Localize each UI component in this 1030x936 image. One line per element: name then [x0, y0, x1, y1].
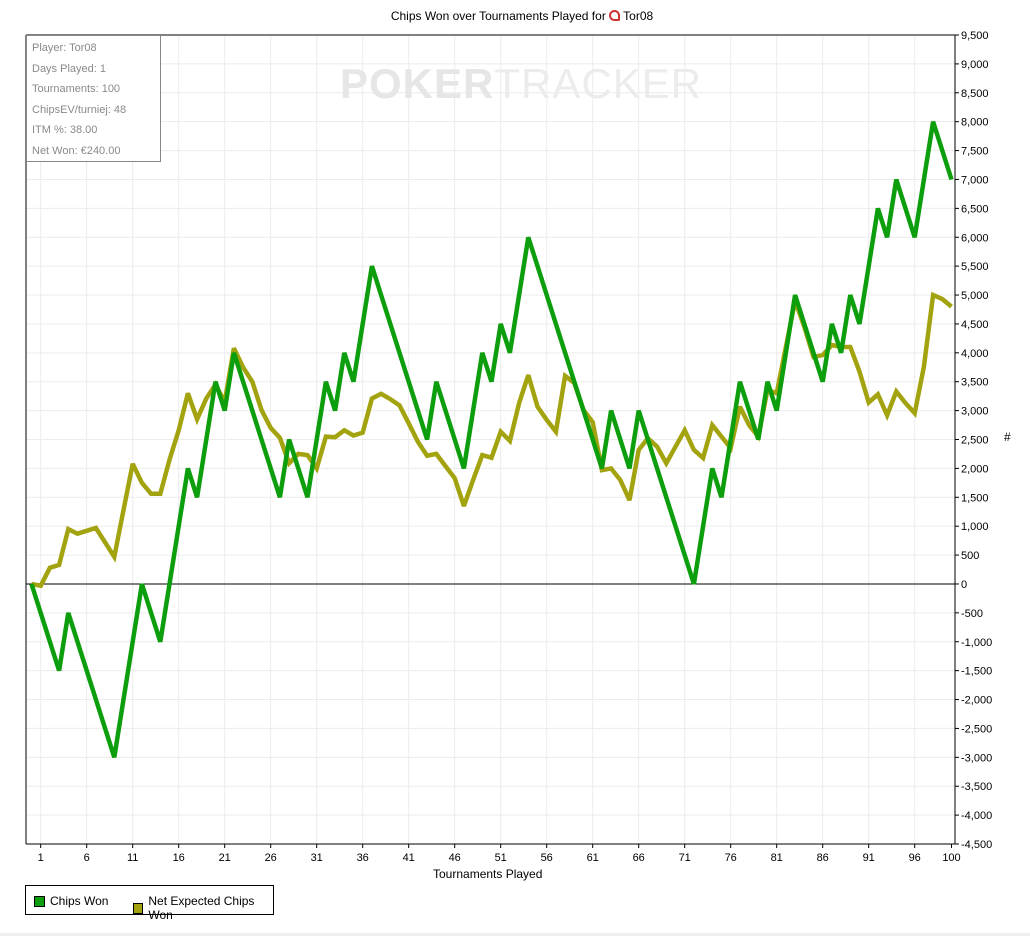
x-axis-label: Tournaments Played [433, 867, 543, 881]
y-tick-label: 6,000 [961, 232, 989, 244]
y-tick-label: -4,000 [961, 810, 992, 822]
info-net-won: Net Won: €240.00 [32, 144, 121, 157]
x-tick-label: 51 [495, 852, 507, 864]
y-tick-label: 3,500 [961, 377, 989, 389]
pokertracker-watermark: POKERTRACKER [340, 60, 702, 108]
y-tick-label: -500 [961, 608, 983, 620]
x-tick-label: 26 [265, 852, 277, 864]
y-tick-label: 1,000 [961, 521, 989, 533]
y-tick-label: 5,500 [961, 261, 989, 273]
legend-item-net-expected[interactable]: Net Expected Chips Won [133, 894, 273, 922]
legend-label: Chips Won [50, 894, 109, 908]
series-line-chips-won [29, 121, 954, 758]
y-tick-label: 8,000 [961, 117, 989, 129]
y-tick-label: -3,500 [961, 781, 992, 793]
x-tick-label: 41 [403, 852, 415, 864]
x-tick-label: 66 [633, 852, 645, 864]
y-tick-label: 5,000 [961, 290, 989, 302]
series-layer [26, 121, 955, 758]
x-tick-label: 16 [173, 852, 185, 864]
legend-item-chips-won[interactable]: Chips Won [34, 894, 108, 908]
info-player: Player: Tor08 [32, 42, 97, 54]
player-name: Tor08 [623, 9, 654, 23]
y-tick-label: 4,000 [961, 348, 989, 360]
y-tick-label: 9,000 [961, 59, 989, 71]
x-tick-label: 81 [771, 852, 783, 864]
y-tick-label: 9,500 [961, 30, 989, 42]
y-tick-label: -2,500 [961, 723, 992, 735]
info-tournaments: Tournaments: 100 [32, 83, 121, 95]
y-tick-label: 3,000 [961, 406, 989, 418]
y-tick-label: 2,500 [961, 435, 989, 447]
y-axis-label: # [1004, 430, 1011, 444]
title-text: Chips Won over Tournaments Played for [390, 9, 606, 23]
watermark-light: TRACKER [494, 60, 703, 107]
y-tick-label: -1,500 [961, 666, 992, 678]
y-tick-label: 4,500 [961, 319, 989, 331]
x-tick-label: 11 [127, 852, 138, 864]
x-tick-label: 6 [84, 852, 90, 864]
y-tick-label: -4,500 [961, 839, 992, 851]
y-tick-label: 500 [961, 550, 979, 562]
axes: 9,500 9,000 8,500 8,000 7,500 7,000 6,500 6,000… [25, 30, 992, 864]
x-tick-label: 100 [942, 852, 960, 864]
x-tick-label: 46 [449, 852, 461, 864]
x-tick-label: 76 [725, 852, 737, 864]
y-tick-label: 2,000 [961, 463, 989, 475]
x-tick-label: 31 [311, 852, 323, 864]
info-days-played: Days Played: 1 [32, 62, 106, 75]
footer-divider [0, 933, 1030, 936]
x-tick-label: 91 [863, 852, 875, 864]
player-site-icon [609, 10, 621, 21]
x-tick-label: 21 [219, 852, 231, 864]
y-tick-label: 7,000 [961, 174, 989, 186]
legend-swatch-chips-won [34, 895, 45, 907]
x-tick-label: 96 [909, 852, 921, 864]
y-tick-label: 8,500 [961, 88, 989, 100]
y-tick-label: 0 [961, 579, 967, 591]
watermark-bold: POKER [340, 60, 495, 107]
x-tick-label: 36 [357, 852, 369, 864]
info-itm: ITM %: 38.00 [32, 124, 98, 136]
info-chips-ev: ChipsEV/turniej: 48 [32, 103, 127, 116]
x-tick-label: 56 [541, 852, 553, 864]
y-tick-label: -1,000 [961, 637, 992, 649]
y-tick-label: 1,500 [961, 492, 989, 504]
y-tick-label: -2,000 [961, 695, 992, 707]
grid [26, 34, 955, 845]
stats-info-box: Player: Tor08 Days Played: 1 Tournaments… [26, 35, 161, 162]
y-tick-label: 6,500 [961, 203, 989, 215]
x-tick-label: 1 [38, 852, 44, 864]
legend: Chips Won Net Expected Chips Won [25, 885, 274, 922]
chart-title: Chips Won over Tournaments Played for To… [0, 9, 1030, 23]
legend-swatch-net-expected [133, 902, 144, 914]
x-tick-label: 86 [817, 852, 829, 864]
y-tick-label: 7,500 [961, 146, 989, 158]
legend-label: Net Expected Chips Won [148, 894, 255, 922]
x-tick-label: 71 [679, 852, 691, 864]
y-tick-label: -3,000 [961, 752, 992, 764]
x-tick-label: 61 [587, 852, 599, 864]
